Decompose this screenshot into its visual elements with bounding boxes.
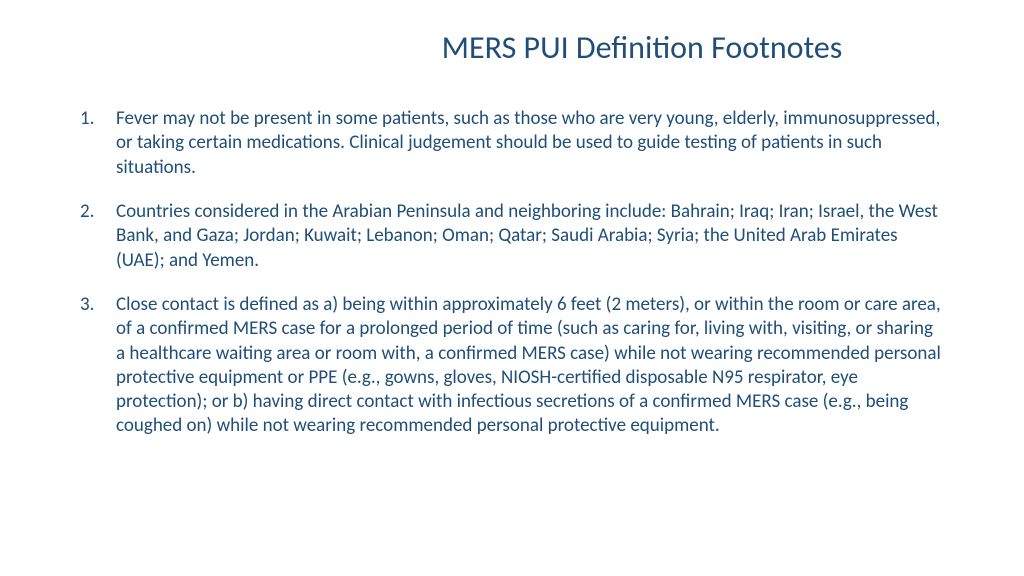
- slide-title: MERS PUI Definition Footnotes: [340, 28, 944, 67]
- list-item: Fever may not be present in some patient…: [80, 107, 944, 180]
- list-item: Countries considered in the Arabian Peni…: [80, 200, 944, 273]
- slide-container: MERS PUI Definition Footnotes Fever may …: [0, 0, 1024, 576]
- list-item: Close contact is defined as a) being wit…: [80, 293, 944, 439]
- footnote-list: Fever may not be present in some patient…: [80, 107, 944, 439]
